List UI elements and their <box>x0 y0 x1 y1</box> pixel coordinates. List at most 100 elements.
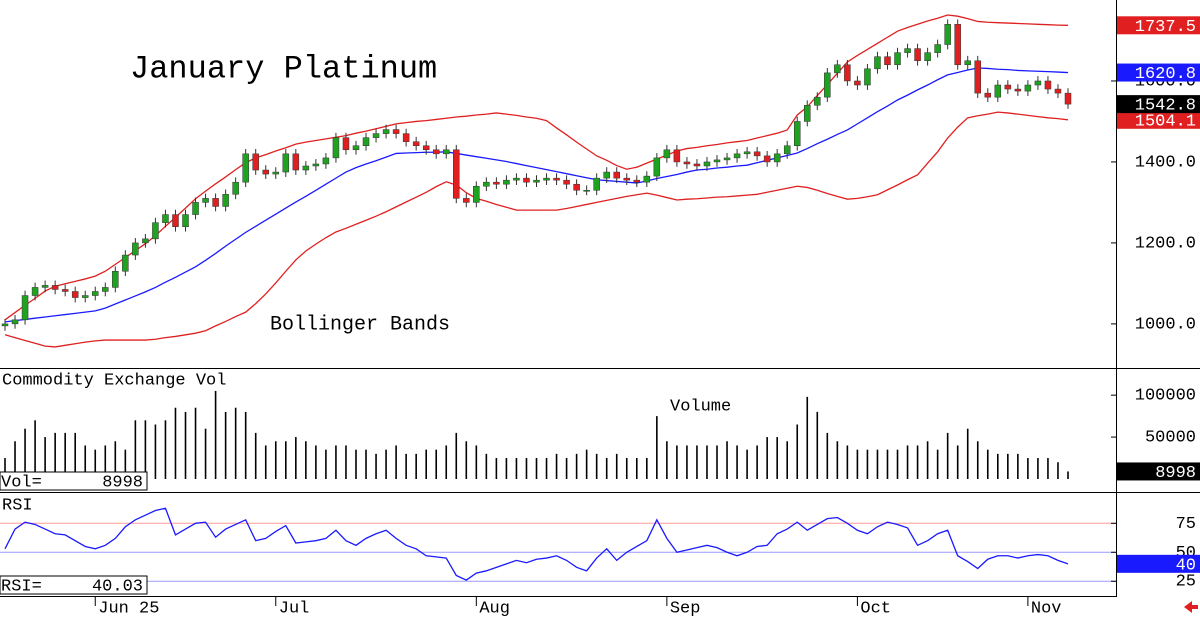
candle-body <box>453 149 460 199</box>
candle-body <box>132 242 139 256</box>
y-tick-label: 75 <box>1176 515 1196 534</box>
candle-body <box>593 177 600 191</box>
candle-body <box>513 177 520 181</box>
candle-body <box>1024 84 1032 92</box>
candle-body <box>483 181 490 187</box>
candle-body <box>342 137 350 151</box>
candle-body <box>372 133 380 138</box>
x-tick-label: Jun 25 <box>98 599 159 618</box>
candle-body <box>262 169 269 175</box>
candle-body <box>202 198 209 203</box>
value-box <box>1117 110 1200 129</box>
candle-body <box>964 60 971 66</box>
candle-body <box>884 56 891 66</box>
value-box <box>1117 63 1200 82</box>
rsi-line <box>4 507 1069 581</box>
readout-value: 40.03 <box>92 577 143 596</box>
candle-body <box>653 157 661 177</box>
value-box <box>1117 462 1200 481</box>
candle-body <box>61 289 69 292</box>
candle-body <box>392 129 400 134</box>
candle-body <box>282 153 290 173</box>
candle-body <box>994 84 1002 98</box>
readout-label: Vol= <box>1 473 42 492</box>
value-label: 1542.8 <box>1135 97 1196 116</box>
candle-body <box>81 295 89 298</box>
candle-body <box>212 198 219 207</box>
readout-box <box>0 471 148 491</box>
candle-body <box>894 52 901 66</box>
candle-body <box>643 175 651 183</box>
candle-body <box>1 323 9 327</box>
candle-body <box>954 24 961 66</box>
candle-body <box>302 165 310 171</box>
candle-body <box>382 129 390 134</box>
candle-body <box>312 163 320 167</box>
value-label: 1620.8 <box>1135 65 1196 84</box>
candle-body <box>693 163 701 167</box>
candle-body <box>252 153 259 171</box>
candle-body <box>864 68 871 86</box>
panel-title: RSI <box>2 496 33 515</box>
candle-body <box>573 183 580 191</box>
candle-body <box>934 44 941 53</box>
candle-body <box>1034 80 1042 86</box>
candle-body <box>824 72 831 98</box>
arrow-icon[interactable] <box>1184 601 1198 613</box>
candle-body <box>543 177 550 181</box>
candle-body <box>222 194 229 207</box>
candle-body <box>332 137 340 159</box>
x-tick-label: Aug <box>479 599 510 618</box>
candle-body <box>102 287 109 292</box>
candle-body <box>773 153 781 163</box>
value-box <box>1117 16 1200 35</box>
candle-body <box>242 153 249 183</box>
value-box <box>1117 554 1200 573</box>
candle-body <box>503 179 510 185</box>
candle-body <box>473 185 480 203</box>
candle-body <box>162 214 169 223</box>
candle-body <box>412 141 420 146</box>
candle-body <box>402 133 410 142</box>
candle-body <box>21 295 29 321</box>
candle-body <box>904 48 911 53</box>
candle-body <box>142 238 149 244</box>
candle-body <box>442 149 450 155</box>
candle-body <box>11 319 19 325</box>
candle-body <box>944 24 951 45</box>
value-box <box>1117 95 1200 114</box>
candle-body <box>924 52 931 61</box>
candle-body <box>804 105 811 122</box>
candle-body <box>753 151 761 157</box>
candle-body <box>292 153 300 171</box>
plot: 1000.01200.01400.01600.01737.51620.81504… <box>0 14 1200 618</box>
candle-body <box>673 149 681 163</box>
value-label: 1504.1 <box>1135 112 1196 131</box>
candle-body <box>523 177 530 183</box>
candle-body <box>1004 84 1012 90</box>
candle-body <box>92 291 99 296</box>
candle-body <box>182 214 189 227</box>
y-tick-label: 25 <box>1176 573 1196 592</box>
candle-body <box>834 64 841 74</box>
x-tick-label: Sep <box>670 599 701 618</box>
candle-body <box>713 159 721 163</box>
candle-body <box>1014 88 1022 92</box>
candle-body <box>703 161 711 167</box>
candle-body <box>362 137 370 146</box>
y-tick-label: 100000 <box>1135 387 1196 406</box>
candle-body <box>172 214 179 227</box>
candle-body <box>743 151 751 155</box>
y-tick-label: 1000.0 <box>1135 315 1196 334</box>
y-tick-label: 1400.0 <box>1135 153 1196 172</box>
candle-body <box>41 285 49 288</box>
candle-body <box>683 161 691 165</box>
candle-body <box>1044 80 1052 90</box>
readout-label: RSI= <box>1 577 42 596</box>
readout-box <box>0 575 148 595</box>
candle-body <box>854 80 861 86</box>
candle-body <box>663 149 671 159</box>
candle-body <box>723 157 731 161</box>
